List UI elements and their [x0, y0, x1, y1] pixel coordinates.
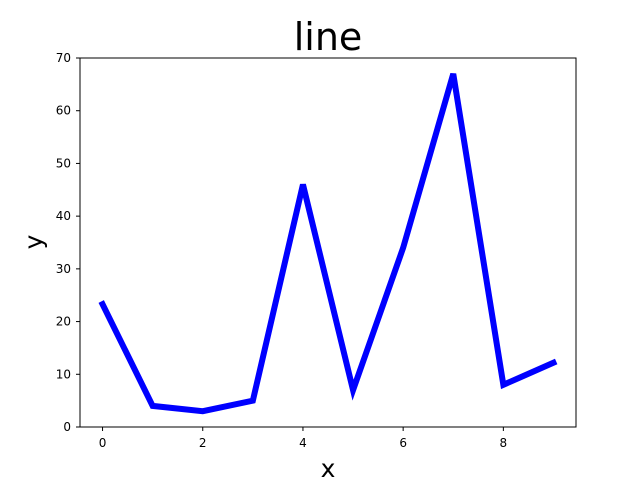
y-tick-label: 30: [56, 262, 71, 276]
y-tick-label: 40: [56, 209, 71, 223]
data-point: [400, 245, 406, 251]
data-point: [550, 360, 556, 366]
chart-title: line: [294, 15, 363, 59]
data-point: [450, 71, 456, 77]
data-point: [100, 301, 106, 307]
x-tick-label: 0: [99, 436, 107, 450]
data-point: [200, 408, 206, 414]
series-line: [98, 72, 558, 415]
x-tick-label: 8: [500, 436, 508, 450]
y-tick-label: 50: [56, 156, 71, 170]
y-tick-label: 10: [56, 367, 71, 381]
x-axis-label: x: [321, 454, 336, 480]
plot-area: [79, 57, 577, 428]
y-axis-label: y: [19, 234, 48, 249]
x-tick-label: 2: [199, 436, 207, 450]
x-axis-ticks: 0 2 4 6 8: [99, 427, 507, 450]
data-point: [250, 398, 256, 404]
data-point: [350, 387, 356, 393]
data-point: [500, 382, 506, 388]
y-tick-label: 70: [56, 51, 71, 65]
data-point: [300, 182, 306, 188]
y-tick-label: 0: [63, 420, 71, 434]
y-axis-ticks: 0 10 20 30 40 50 60 70: [56, 51, 80, 434]
y-tick-label: 20: [56, 315, 71, 329]
y-tick-label: 60: [56, 104, 71, 118]
x-tick-label: 4: [299, 436, 307, 450]
data-point: [150, 403, 156, 409]
x-tick-label: 6: [399, 436, 407, 450]
